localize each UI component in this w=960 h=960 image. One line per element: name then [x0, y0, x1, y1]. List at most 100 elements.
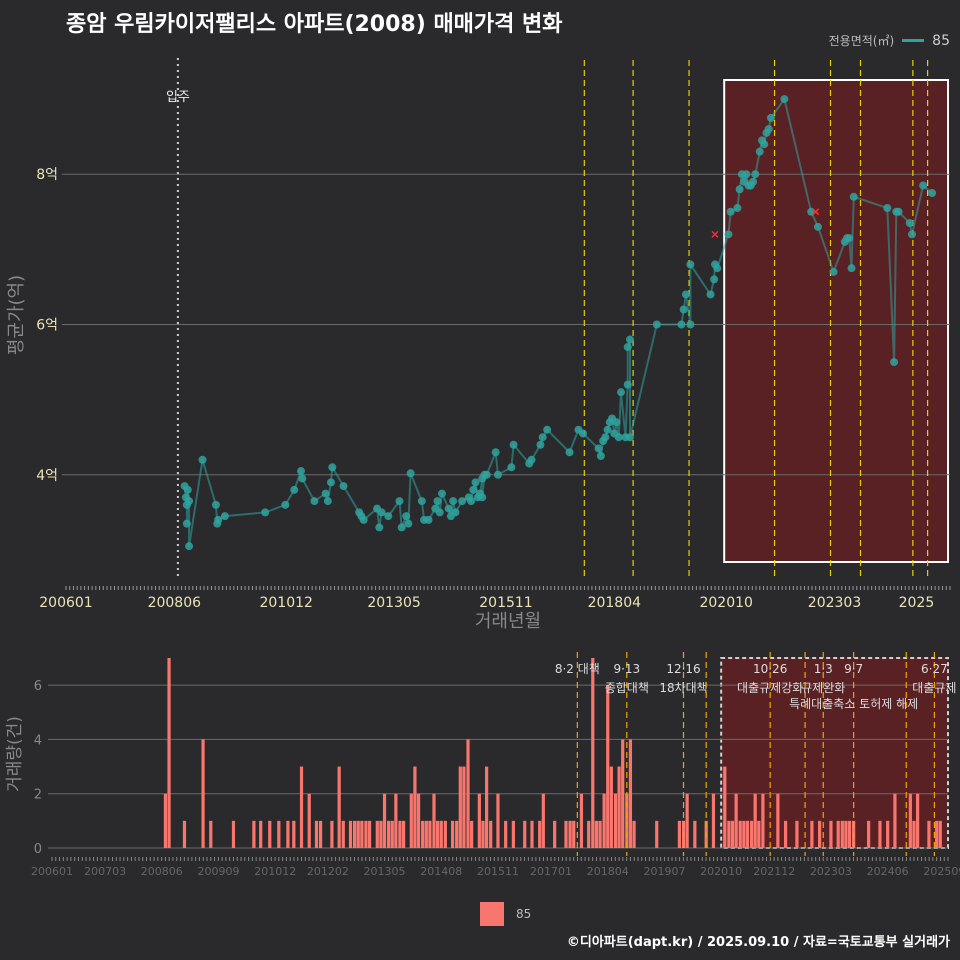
- price-point: [211, 500, 220, 509]
- volume-bar: [844, 820, 848, 848]
- price-point: [183, 485, 192, 494]
- price-point: [894, 207, 903, 216]
- price-point: [482, 470, 491, 479]
- volume-bar: [259, 820, 263, 848]
- price-point: [726, 207, 735, 216]
- volume-x-tick-label: 202509: [923, 865, 960, 878]
- volume-bar: [609, 766, 613, 848]
- price-point: [507, 463, 516, 472]
- price-point: [281, 500, 290, 509]
- legend-bar-swatch: [480, 902, 504, 926]
- volume-x-tick-label: 200806: [141, 865, 183, 878]
- volume-bar: [602, 793, 606, 848]
- price-point: [751, 170, 760, 179]
- price-point: [905, 219, 914, 228]
- volume-bar: [387, 820, 391, 848]
- price-point: [847, 264, 856, 273]
- volume-bar: [908, 793, 912, 848]
- volume-x-tick-label: 200601: [31, 865, 73, 878]
- volume-bar: [711, 793, 716, 848]
- price-point: [220, 512, 229, 521]
- volume-bar: [511, 820, 515, 848]
- price-point: [780, 95, 789, 104]
- volume-x-tick-label: 200703: [84, 865, 126, 878]
- volume-bar: [481, 820, 485, 848]
- price-point: [713, 264, 722, 273]
- x-tick-label: 201305: [367, 595, 420, 611]
- price-point: [404, 519, 413, 528]
- price-point: [298, 474, 307, 483]
- volume-bar: [379, 820, 383, 848]
- volume-bar: [523, 820, 527, 848]
- price-point: [883, 204, 892, 213]
- legend-bottom-value: 85: [516, 907, 532, 921]
- volume-bar: [277, 820, 281, 848]
- volume-bar: [840, 820, 844, 848]
- volume-bar: [409, 793, 413, 848]
- volume-bar: [749, 820, 754, 848]
- policy-date-label: 8·2 대책: [555, 661, 600, 676]
- volume-bar: [538, 820, 542, 848]
- volume-bar: [753, 793, 757, 848]
- price-point: [919, 181, 928, 190]
- volume-bar: [685, 793, 689, 848]
- y-tick-label: 8억: [36, 167, 58, 183]
- policy-date-label: 10·26: [753, 662, 787, 676]
- volume-bar: [398, 820, 402, 848]
- volume-bar: [477, 793, 481, 848]
- volume-bar: [613, 793, 618, 848]
- price-point: [612, 418, 621, 427]
- price-point: [290, 485, 299, 494]
- price-point: [679, 305, 688, 314]
- policy-name-label: 대출규제강화: [737, 681, 803, 695]
- volume-bar: [935, 820, 939, 848]
- volume-bar: [795, 820, 799, 848]
- volume-bar: [541, 793, 545, 848]
- x-tick-label: 201012: [259, 595, 312, 611]
- price-point: [686, 320, 695, 329]
- volume-bar: [337, 766, 341, 848]
- price-point: [435, 508, 444, 517]
- price-point: [686, 260, 695, 269]
- volume-bar: [761, 793, 765, 848]
- price-point: [735, 185, 744, 194]
- volume-bar: [628, 739, 633, 848]
- volume-x-tick-label: 201012: [254, 865, 296, 878]
- volume-bar: [655, 820, 659, 848]
- policy-name-label: 종합대책: [605, 680, 649, 695]
- price-point: [760, 140, 769, 149]
- x-tick-label: 202303: [808, 595, 861, 611]
- volume-bar: [455, 820, 459, 848]
- price-point: [491, 448, 500, 457]
- volume-bar: [356, 820, 360, 848]
- price-point: [536, 440, 545, 449]
- price-point: [527, 455, 536, 464]
- price-point: [444, 504, 453, 513]
- policy-name-label: 특례대출축소 토허제 해제: [789, 697, 918, 711]
- volume-bar: [489, 820, 493, 848]
- price-point: [214, 515, 223, 524]
- source-caption: ©디아파트(dapt.kr) / 2025.09.10 / 자료=국토교통부 실…: [566, 935, 950, 950]
- price-point: [451, 508, 460, 517]
- price-point: [261, 508, 270, 517]
- volume-bar: [591, 658, 595, 848]
- volume-bar: [625, 793, 629, 848]
- canceled-marker: [711, 230, 719, 238]
- volume-bar: [810, 820, 814, 848]
- volume-bar: [938, 820, 942, 848]
- volume-panel: 0 2 4 6 거래량(건) 8·2 대책 9·13 종합대책 12·16 18차대책 10·26 대…: [5, 652, 960, 878]
- volume-bar: [231, 820, 236, 848]
- volume-bar: [439, 820, 443, 848]
- price-point: [890, 358, 899, 367]
- volume-bar: [299, 766, 304, 848]
- policy-date-label: 6·27: [921, 662, 948, 676]
- price-point: [907, 230, 916, 239]
- price-point: [543, 425, 552, 434]
- price-point: [310, 497, 319, 506]
- price-point: [458, 497, 467, 506]
- price-point: [845, 234, 854, 243]
- price-point: [594, 444, 603, 453]
- price-point: [321, 489, 330, 498]
- volume-bar: [252, 820, 256, 848]
- volume-bar: [318, 820, 323, 848]
